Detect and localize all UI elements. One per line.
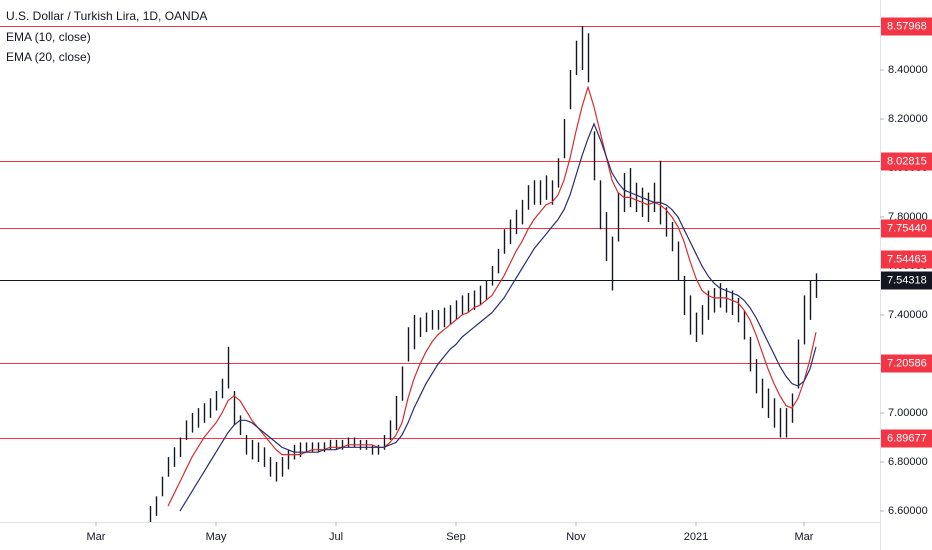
x-tick-label: Mar [87, 531, 106, 543]
x-tick-label: Nov [566, 531, 586, 543]
level-label-box [881, 429, 932, 448]
x-tick-label: Sep [446, 531, 466, 543]
axes: 8.400008.200008.000007.800007.600007.400… [87, 17, 932, 543]
y-tick-label: 8.40000 [888, 64, 928, 76]
x-tick-label: Jul [329, 531, 343, 543]
y-tick-label: 7.00000 [888, 407, 928, 419]
level-label-box [881, 354, 932, 373]
y-tick-label: 6.80000 [888, 456, 928, 468]
y-tick-label: 8.20000 [888, 113, 928, 125]
level-label: 8.57968 [887, 20, 927, 32]
legend-entry: EMA (20, close) [6, 50, 91, 64]
last-price-label: 7.54318 [887, 274, 927, 286]
level-label: 8.02815 [887, 155, 927, 167]
x-tick-label: Mar [795, 531, 814, 543]
ema-line [167, 85, 817, 507]
level-label-box [881, 17, 932, 36]
level-label-box [881, 219, 932, 238]
last-price-box [881, 271, 932, 290]
x-tick-label: May [206, 531, 227, 543]
level-label: 7.54463 [887, 253, 927, 265]
level-label: 7.75440 [887, 222, 927, 234]
level-label: 6.89677 [887, 432, 927, 444]
chart-title: U.S. Dollar / Turkish Lira, 1D, OANDA [6, 9, 207, 23]
legend: U.S. Dollar / Turkish Lira, 1D, OANDA EM… [6, 9, 207, 64]
plot-area [0, 25, 880, 522]
x-tick-label: 2021 [684, 531, 708, 543]
level-label: 7.20586 [887, 357, 927, 369]
level-label-box [881, 250, 932, 269]
y-tick-label: 6.60000 [888, 505, 928, 517]
ema-line [179, 122, 817, 512]
y-tick-label: 7.40000 [888, 309, 928, 321]
legend-entry: EMA (10, close) [6, 30, 91, 44]
level-label-box [881, 152, 932, 171]
